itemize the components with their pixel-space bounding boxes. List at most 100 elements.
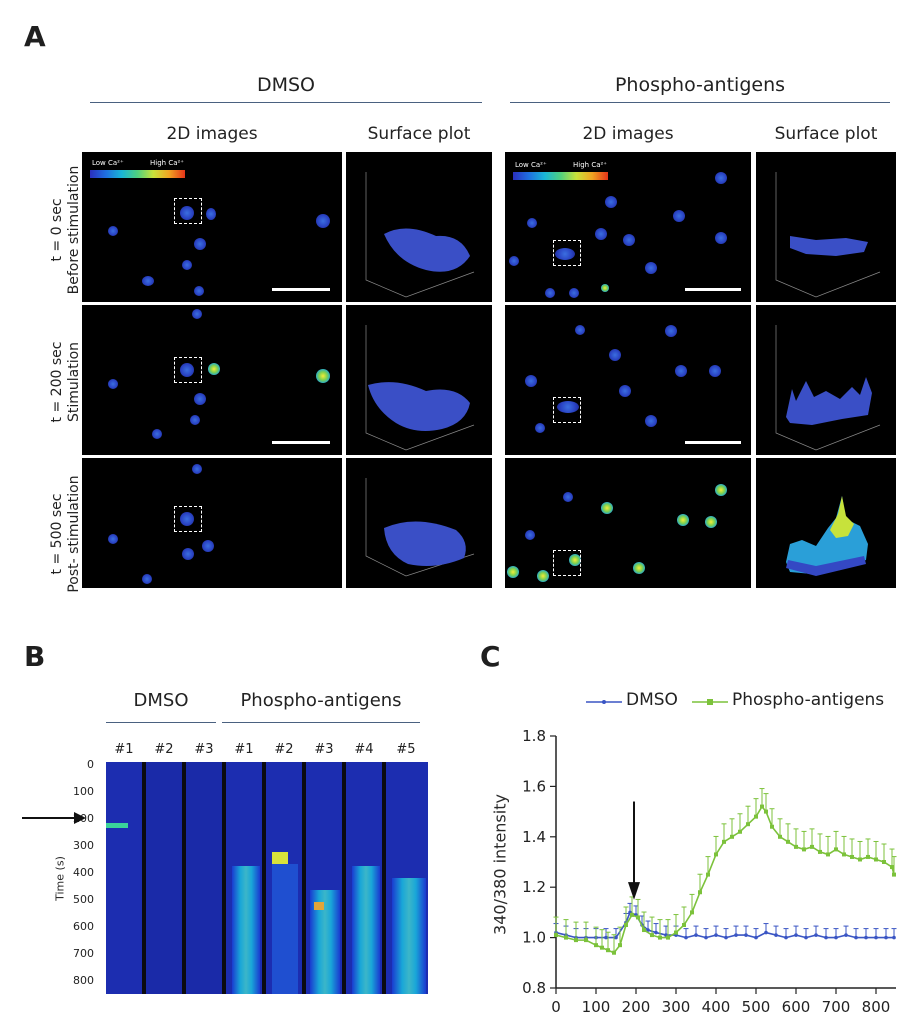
phospho-group-rule — [510, 102, 890, 103]
kymo-ytick-label: 700 — [73, 947, 94, 960]
surface-plot-axes — [365, 172, 475, 298]
cell — [623, 234, 635, 246]
kymo-response — [392, 878, 426, 994]
cell — [645, 262, 657, 274]
phospho-surface-t0 — [756, 152, 896, 302]
surface-plot-axes — [365, 478, 475, 577]
data-point — [786, 839, 790, 844]
data-point — [654, 930, 658, 935]
cell — [182, 548, 194, 560]
x-tick-label: 200 — [622, 998, 651, 1016]
kymo-spike — [272, 852, 288, 864]
surface-shape — [384, 521, 466, 566]
data-point — [744, 933, 748, 937]
data-point — [734, 933, 738, 937]
legend-label-dmso: DMSO — [626, 690, 678, 710]
cell — [208, 363, 220, 375]
cell — [645, 415, 657, 427]
cell — [715, 232, 727, 244]
data-point — [594, 943, 598, 948]
data-point — [892, 935, 896, 940]
series-line-dmso — [555, 911, 894, 939]
data-point — [824, 935, 828, 940]
data-point — [730, 834, 734, 839]
data-point — [844, 933, 848, 937]
surface-plot-axes — [786, 496, 868, 576]
roi-box — [174, 198, 202, 224]
row-3-time: t = 500 sec — [49, 493, 65, 575]
cell — [202, 540, 214, 552]
cell — [142, 276, 154, 286]
cell — [555, 248, 575, 260]
kymo-ytick-label: 300 — [73, 839, 94, 852]
roi-box — [553, 240, 581, 266]
cell — [142, 574, 152, 584]
kymo-dmso-rule — [106, 722, 216, 723]
surface-plot-axes — [775, 172, 881, 298]
row-label-3: t = 500 sec Post- stimulation — [49, 459, 85, 609]
kymo-phospho-title: Phospho-antigens — [240, 690, 402, 711]
panel-a-letter: A — [24, 20, 46, 53]
data-point — [724, 935, 728, 940]
phospho-surface-header: Surface plot — [774, 124, 878, 144]
cell — [605, 196, 617, 208]
cell — [108, 534, 118, 544]
x-tick-label: 300 — [662, 998, 691, 1016]
data-point — [574, 938, 578, 943]
scale-bar — [685, 288, 741, 291]
row-label-2: t = 200 sec Stimulation — [49, 307, 85, 457]
surface-peak — [830, 496, 854, 538]
cell — [665, 325, 677, 337]
data-point — [614, 935, 618, 940]
cell — [194, 286, 204, 296]
cell — [563, 492, 573, 502]
y-tick-label: 0.8 — [522, 979, 546, 997]
data-point — [810, 844, 814, 849]
data-point — [694, 933, 698, 937]
data-point — [624, 923, 628, 927]
y-tick-label: 1.8 — [522, 727, 546, 745]
data-point — [630, 912, 634, 917]
roi-box — [553, 397, 581, 423]
surface-shape — [786, 377, 872, 425]
data-point — [864, 935, 868, 940]
data-point — [714, 933, 718, 937]
kymo-lane-labels: #1 #2 #3 #1 #2 #3 #4 #5 — [106, 742, 428, 760]
row-2-time: t = 200 sec — [49, 341, 65, 423]
x-tick-label: 400 — [702, 998, 731, 1016]
data-point — [874, 935, 878, 940]
y-tick-label: 1.2 — [522, 878, 546, 896]
dmso-surface-t200 — [346, 305, 492, 455]
data-point — [754, 814, 758, 819]
y-tick-label: 1.6 — [522, 777, 546, 795]
lane-label: #3 — [314, 742, 334, 757]
data-point — [892, 872, 896, 877]
data-point — [842, 852, 846, 857]
cell — [509, 256, 519, 266]
cell — [601, 284, 609, 292]
kymo-ytick-label: 800 — [73, 974, 94, 987]
dmso-group-title: DMSO — [256, 74, 316, 96]
data-point — [818, 849, 822, 854]
cell — [619, 385, 631, 397]
data-point — [738, 829, 742, 834]
data-point — [642, 928, 646, 933]
data-point — [564, 935, 568, 940]
colorbar-low-label: Low Ca²⁺ — [515, 161, 547, 169]
cell — [633, 562, 645, 574]
data-point — [666, 935, 670, 940]
colorbar — [90, 170, 185, 178]
dmso-2d-t500-image — [82, 458, 342, 588]
y-tick-label: 1.0 — [522, 929, 546, 947]
row-2-phase: Stimulation — [66, 341, 82, 423]
data-point — [714, 852, 718, 857]
data-point — [764, 809, 768, 814]
data-point — [866, 854, 870, 859]
data-point — [618, 943, 622, 948]
cell — [507, 566, 519, 578]
cell — [715, 172, 727, 184]
data-point — [612, 950, 616, 955]
row-1-time: t = 0 sec — [49, 198, 65, 262]
kymo-ytick-label: 600 — [73, 920, 94, 933]
